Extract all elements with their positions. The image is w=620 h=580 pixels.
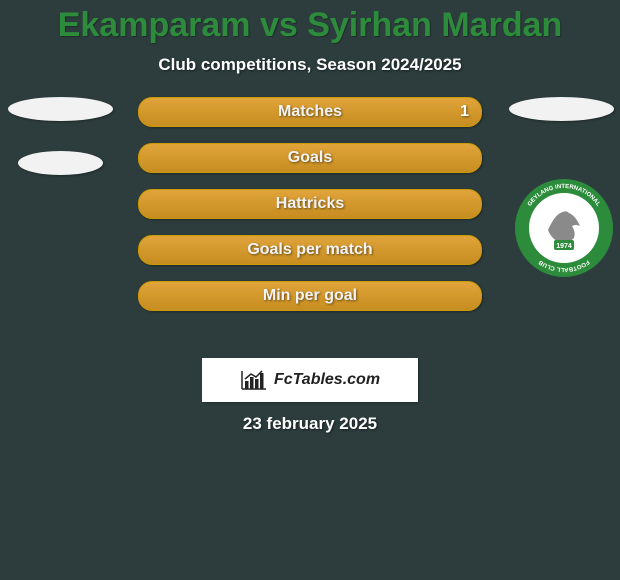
footer-date: 23 february 2025 [243, 414, 377, 434]
stat-label: Hattricks [276, 195, 344, 213]
stats-card: Ekamparam vs Syirhan Mardan Club competi… [0, 6, 620, 580]
stat-row: Goals [0, 143, 620, 173]
stat-label: Matches [278, 103, 342, 121]
stat-row: Min per goal [0, 281, 620, 311]
brand-text: FcTables.com [274, 371, 380, 389]
stat-label: Goals [288, 149, 332, 167]
stat-bar: Min per goal [138, 281, 482, 311]
page-title: Ekamparam vs Syirhan Mardan [0, 6, 620, 45]
bar-chart-icon [240, 369, 268, 391]
stat-bar: Hattricks [138, 189, 482, 219]
stat-row: Matches 1 [0, 97, 620, 127]
stat-bar: Goals [138, 143, 482, 173]
badge-year: 1974 [556, 243, 572, 250]
stat-value: 1 [460, 103, 469, 121]
stat-label: Min per goal [263, 287, 357, 305]
club-badge: GEYLANG INTERNATIONAL FOOTBALL CLUB 1974 [514, 178, 614, 278]
stat-bar: Goals per match [138, 235, 482, 265]
page-subtitle: Club competitions, Season 2024/2025 [0, 55, 620, 75]
brand-badge[interactable]: FcTables.com [202, 358, 418, 402]
stat-bar: Matches 1 [138, 97, 482, 127]
stat-label: Goals per match [247, 241, 372, 259]
